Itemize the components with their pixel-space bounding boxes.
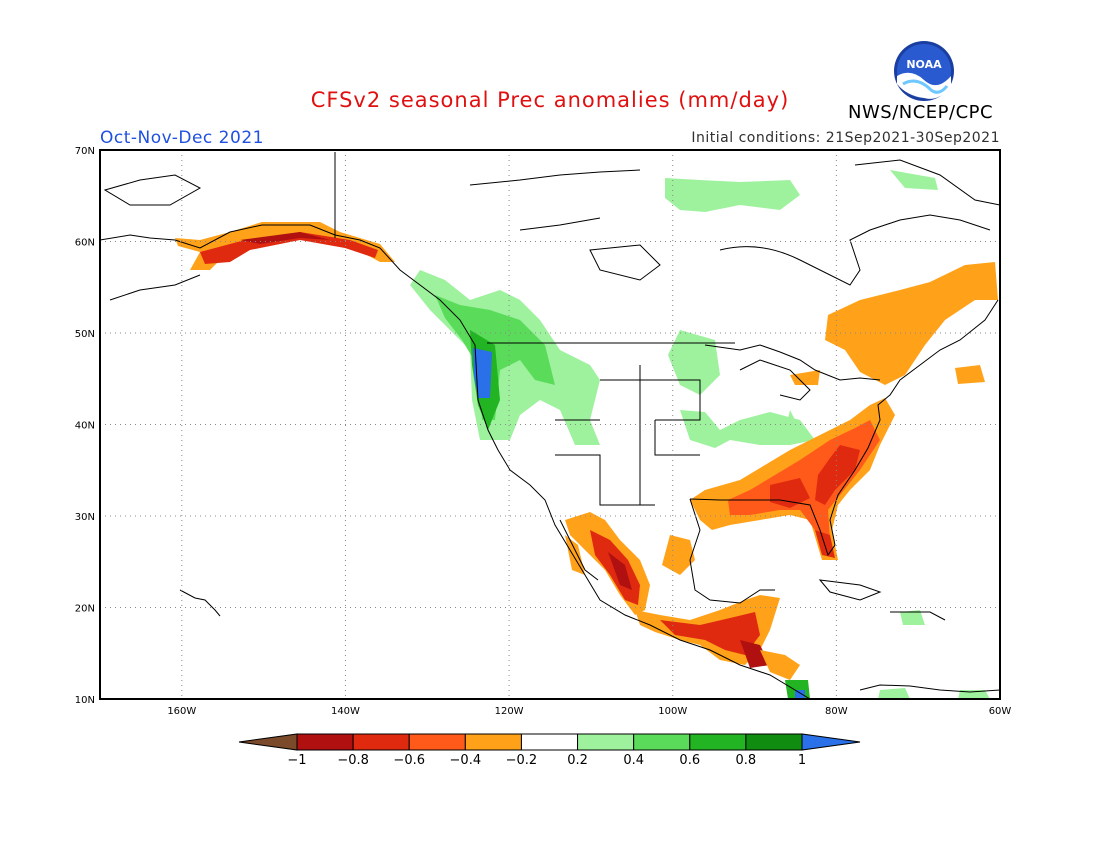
lat-tick-label: 30N [75, 512, 95, 523]
lat-tick-label: 20N [75, 604, 95, 615]
colorbar-label: −0.6 [393, 753, 425, 768]
colorbar-label: −0.8 [337, 753, 369, 768]
colorbar-label: −1 [287, 753, 306, 768]
noaa-logo-icon: NOAA [894, 41, 954, 101]
colorbar-swatch [408, 733, 466, 751]
logo-text: NOAA [906, 58, 942, 71]
colorbar-swatch [745, 733, 803, 751]
page-title: CFSv2 seasonal Prec anomalies (mm/day) [310, 88, 790, 112]
colorbar-label: 0.4 [623, 753, 644, 768]
lon-tick-label: 80W [825, 706, 848, 717]
colorbar-label: −0.2 [506, 753, 538, 768]
lat-tick-label: 70N [75, 146, 95, 157]
grid-lines [100, 150, 1000, 699]
lat-tick-label: 40N [75, 421, 95, 432]
colorbar-swatch [633, 733, 691, 751]
colorbar-label: 0.8 [736, 753, 757, 768]
coastlines [100, 152, 1000, 699]
colorbar-high-arrow [801, 733, 861, 751]
colorbar-swatch [296, 733, 354, 751]
colorbar-label: −0.4 [450, 753, 482, 768]
lat-tick-label: 10N [75, 695, 95, 706]
lon-tick-label: 60W [989, 706, 1012, 717]
colorbar-label: 0.6 [679, 753, 700, 768]
colorbar-swatch [464, 733, 522, 751]
lon-tick-label: 100W [658, 706, 687, 717]
colorbar-swatch [352, 733, 410, 751]
colorbar-label: 0.2 [567, 753, 588, 768]
colorbar-label: 1 [798, 753, 806, 768]
lon-tick-label: 160W [167, 706, 196, 717]
lat-tick-label: 50N [75, 329, 95, 340]
map-frame [99, 149, 1001, 700]
agency-label: NWS/NCEP/CPC [848, 102, 994, 123]
lat-tick-label: 60N [75, 238, 95, 249]
lon-tick-label: 140W [331, 706, 360, 717]
initial-conditions-label: Initial conditions: 21Sep2021-30Sep2021 [691, 130, 1000, 146]
colorbar-swatch [689, 733, 747, 751]
colorbar-swatch [577, 733, 635, 751]
colorbar-swatch [520, 733, 579, 751]
lon-tick-label: 120W [495, 706, 524, 717]
colorbar-low-arrow [238, 733, 298, 751]
season-label: Oct-Nov-Dec 2021 [100, 128, 264, 148]
